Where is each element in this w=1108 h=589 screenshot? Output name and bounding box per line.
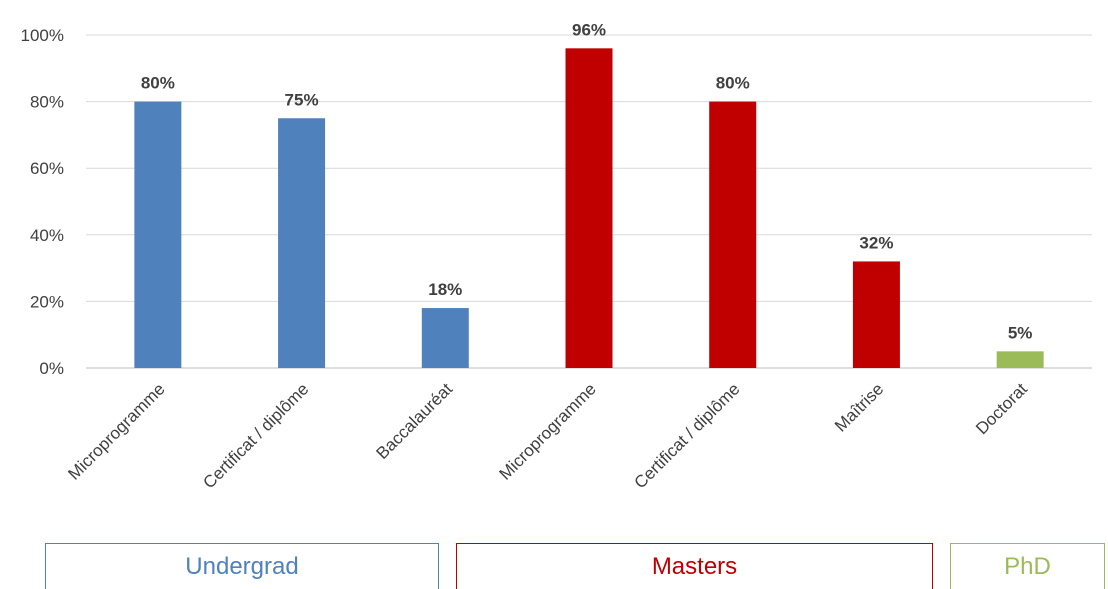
data-label-6: 32% <box>859 233 893 252</box>
group-label-phd: PhD <box>1004 552 1051 580</box>
group-box-phd: PhD <box>950 543 1105 589</box>
x-category-label-4: Microprogramme <box>496 379 600 483</box>
group-label-masters: Masters <box>651 552 738 580</box>
data-label-1: 80% <box>141 74 175 93</box>
data-label-7: 5% <box>1008 323 1033 342</box>
x-category-label-5: Certificat / diplôme <box>631 379 744 492</box>
group-box-masters: Masters <box>456 543 933 589</box>
bar-4 <box>565 48 613 368</box>
x-category-label-2: Certificat / diplôme <box>199 379 312 492</box>
y-tick-label: 80% <box>30 93 64 112</box>
data-label-5: 80% <box>716 74 750 93</box>
data-label-3: 18% <box>428 280 462 299</box>
y-tick-label: 40% <box>30 226 64 245</box>
data-labels: 80% 75% 18% 96% 80% 32% 5% <box>141 20 1033 342</box>
bar-7 <box>996 351 1044 368</box>
bar-2 <box>278 118 326 368</box>
data-label-4: 96% <box>572 20 606 39</box>
y-tick-label: 100% <box>21 26 64 45</box>
bar-6 <box>852 261 900 368</box>
bar-5 <box>709 101 757 368</box>
x-axis-category-labels: Microprogramme Certificat / diplôme Baccal… <box>64 379 1031 492</box>
data-label-2: 75% <box>285 90 319 109</box>
x-category-label-7: Doctorat <box>972 379 1031 438</box>
y-axis-tick-labels: 0% 20% 40% 60% 80% 100% <box>21 26 64 378</box>
group-box-undergrad: Undergrad <box>45 543 439 589</box>
bar-1 <box>134 101 182 368</box>
y-tick-label: 0% <box>39 359 64 378</box>
x-category-label-3: Baccalauréat <box>373 379 457 463</box>
x-category-label-1: Microprogramme <box>64 379 168 483</box>
bars <box>134 48 1044 368</box>
x-category-label-6: Maîtrise <box>831 379 887 435</box>
y-tick-label: 20% <box>30 292 64 311</box>
bar-chart: 0%20%40%60%80%100% 80%75%18%96%80%32%5% … <box>21 20 1092 492</box>
group-label-undergrad: Undergrad <box>185 552 299 580</box>
y-tick-label: 60% <box>30 159 64 178</box>
bar-3 <box>421 308 469 368</box>
